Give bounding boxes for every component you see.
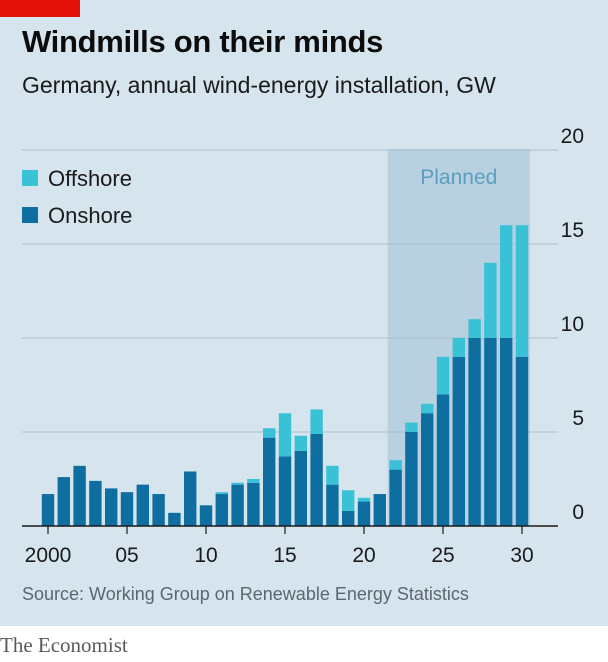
bar-onshore-2022 bbox=[389, 469, 402, 526]
bar-onshore-2002 bbox=[73, 465, 86, 526]
bar-onshore-2027 bbox=[468, 338, 481, 526]
bar-offshore-2027 bbox=[468, 319, 481, 338]
bar-offshore-2023 bbox=[405, 422, 418, 432]
bar-offshore-2029 bbox=[500, 225, 513, 338]
x-tick-label: 20 bbox=[352, 544, 375, 567]
x-tick-label: 10 bbox=[194, 544, 217, 567]
chart-card: Windmills on their minds Germany, annual… bbox=[0, 0, 608, 626]
bar-onshore-2007 bbox=[152, 494, 165, 526]
bar-onshore-2011 bbox=[215, 494, 228, 526]
bar-onshore-2005 bbox=[120, 492, 134, 526]
bar-offshore-2017 bbox=[310, 409, 323, 434]
bar-onshore-2015 bbox=[278, 456, 292, 526]
bar-offshore-2014 bbox=[263, 428, 276, 438]
bar-onshore-2025 bbox=[436, 394, 450, 526]
bar-onshore-2014 bbox=[263, 437, 276, 526]
bar-onshore-2021 bbox=[373, 494, 386, 526]
economist-wordmark: The Economist bbox=[0, 633, 128, 657]
bar-onshore-2008 bbox=[168, 512, 181, 526]
chart-subtitle: Germany, annual wind-energy installation… bbox=[22, 72, 496, 98]
bar-offshore-2011 bbox=[215, 492, 228, 495]
bar-onshore-2010 bbox=[199, 505, 213, 526]
y-tick-label: 20 bbox=[561, 125, 584, 148]
bar-onshore-2028 bbox=[484, 338, 497, 526]
bar-offshore-2026 bbox=[452, 338, 465, 357]
y-tick-label: 10 bbox=[561, 313, 584, 336]
bar-onshore-2018 bbox=[326, 484, 339, 526]
bar-offshore-2030 bbox=[515, 225, 529, 357]
bar-offshore-2025 bbox=[436, 356, 450, 395]
y-tick-label: 15 bbox=[561, 219, 584, 242]
bar-offshore-2024 bbox=[421, 403, 434, 414]
bar-offshore-2019 bbox=[342, 490, 355, 511]
legend-swatch-onshore bbox=[22, 207, 38, 223]
bar-onshore-2030 bbox=[515, 356, 529, 526]
bar-onshore-2006 bbox=[136, 484, 149, 526]
bar-onshore-2024 bbox=[421, 413, 434, 526]
bar-onshore-2004 bbox=[105, 488, 118, 526]
bar-onshore-2016 bbox=[294, 450, 307, 526]
bar-onshore-2023 bbox=[405, 432, 418, 526]
y-tick-label: 0 bbox=[572, 501, 584, 524]
bar-onshore-2012 bbox=[231, 484, 244, 526]
bar-onshore-2000 bbox=[41, 494, 55, 526]
bar-offshore-2013 bbox=[247, 479, 260, 483]
chart-title: Windmills on their minds bbox=[22, 24, 384, 59]
legend-label-onshore: Onshore bbox=[48, 203, 132, 228]
legend-swatch-offshore bbox=[22, 170, 38, 186]
brand-red-tag bbox=[0, 0, 80, 17]
bar-offshore-2016 bbox=[294, 435, 307, 451]
x-tick-label: 15 bbox=[273, 544, 296, 567]
bar-offshore-2018 bbox=[326, 465, 339, 485]
bar-offshore-2022 bbox=[389, 460, 402, 470]
bar-offshore-2020 bbox=[357, 497, 371, 502]
bar-offshore-2012 bbox=[231, 482, 244, 485]
bar-offshore-2028 bbox=[484, 262, 497, 338]
bar-onshore-2020 bbox=[357, 501, 371, 526]
x-tick-label: 2000 bbox=[25, 544, 72, 567]
y-tick-label: 5 bbox=[572, 407, 584, 430]
bar-offshore-2015 bbox=[278, 413, 292, 457]
bar-onshore-2013 bbox=[247, 482, 260, 526]
bar-onshore-2029 bbox=[500, 338, 513, 526]
bar-onshore-2009 bbox=[184, 471, 197, 526]
planned-label: Planned bbox=[420, 166, 497, 189]
x-tick-label: 05 bbox=[115, 544, 138, 567]
source-note: Source: Working Group on Renewable Energ… bbox=[22, 584, 469, 604]
x-tick-label: 30 bbox=[510, 544, 533, 567]
bar-onshore-2017 bbox=[310, 433, 323, 526]
legend-label-offshore: Offshore bbox=[48, 166, 132, 191]
bar-onshore-2026 bbox=[452, 356, 465, 526]
x-tick-label: 25 bbox=[431, 544, 454, 567]
bar-onshore-2019 bbox=[342, 510, 355, 526]
bar-onshore-2001 bbox=[57, 477, 70, 526]
bar-onshore-2003 bbox=[89, 480, 102, 526]
